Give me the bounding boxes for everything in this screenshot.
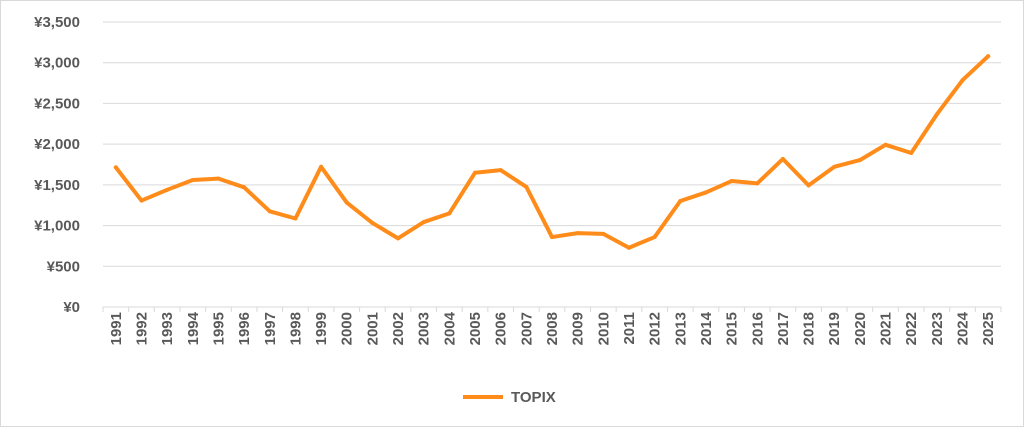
x-tick-label: 2011 xyxy=(621,312,638,345)
x-tick-label: 2005 xyxy=(467,312,484,345)
x-tick-label: 2020 xyxy=(852,312,869,345)
data-point xyxy=(216,176,221,181)
data-point xyxy=(780,156,785,161)
data-point xyxy=(755,181,760,186)
data-point xyxy=(396,236,401,241)
data-point xyxy=(601,231,606,236)
x-tick-label: 1991 xyxy=(108,312,125,345)
data-point xyxy=(986,54,991,59)
x-tick-label: 1996 xyxy=(236,312,253,345)
data-point xyxy=(729,179,734,184)
data-point xyxy=(344,200,349,205)
y-tick-label: ¥2,500 xyxy=(34,95,80,112)
data-point xyxy=(934,112,939,117)
legend: TOPIX xyxy=(463,389,556,406)
x-tick-label: 1995 xyxy=(210,312,227,345)
data-point xyxy=(498,168,503,173)
x-tick-label: 2021 xyxy=(878,312,895,345)
x-tick-label: 2007 xyxy=(518,312,535,345)
data-point xyxy=(857,158,862,163)
data-point xyxy=(806,183,811,188)
x-axis-tick-labels: 1991 1992 1993 1994 1995 1996 1997 1998 1999 2000… xyxy=(108,311,997,345)
data-point xyxy=(703,190,708,195)
y-tick-label: ¥0 xyxy=(63,299,80,316)
y-tick-label: ¥3,000 xyxy=(34,55,80,72)
y-axis-tick-labels: ¥0 ¥500 ¥1,000 ¥1,500 ¥2,000 ¥2,500 ¥3,000 ¥3,5… xyxy=(34,14,80,316)
legend-label-topix: TOPIX xyxy=(511,389,556,406)
x-tick-label: 2012 xyxy=(647,312,664,345)
x-tick-label: 1994 xyxy=(185,311,202,345)
series-line-topix xyxy=(113,54,991,250)
data-point xyxy=(652,235,657,240)
data-point xyxy=(678,198,683,203)
data-point xyxy=(165,187,170,192)
x-tick-label: 2006 xyxy=(493,312,510,345)
x-tick-label: 2001 xyxy=(364,312,381,345)
x-tick-label: 2018 xyxy=(801,312,818,345)
x-tick-label: 2009 xyxy=(570,312,587,345)
x-tick-label: 1997 xyxy=(262,312,279,345)
x-tick-label: 2019 xyxy=(826,312,843,345)
plot-series xyxy=(113,54,991,250)
x-tick-label: 2023 xyxy=(929,312,946,345)
data-point xyxy=(575,231,580,236)
y-tick-label: ¥2,000 xyxy=(34,136,80,153)
data-point xyxy=(190,177,195,182)
y-tick-label: ¥3,500 xyxy=(34,14,80,31)
data-point xyxy=(550,235,554,240)
x-tick-label: 1998 xyxy=(287,312,304,345)
x-tick-label: 2022 xyxy=(903,312,920,345)
x-tick-label: 2008 xyxy=(544,312,561,345)
y-tick-label: ¥1,500 xyxy=(34,177,80,194)
data-point xyxy=(883,142,888,147)
data-point xyxy=(293,216,298,221)
x-tick-label: 2003 xyxy=(416,312,433,345)
data-point xyxy=(319,164,324,169)
data-point xyxy=(113,165,118,170)
x-tick-label: 1992 xyxy=(133,312,150,345)
x-tick-label: 2014 xyxy=(698,311,715,345)
x-tick-label: 2002 xyxy=(390,312,407,345)
x-tick-label: 2004 xyxy=(441,311,458,345)
data-point xyxy=(626,245,631,250)
x-tick-label: 1993 xyxy=(159,312,176,345)
data-point xyxy=(473,170,478,175)
x-tick-label: 2024 xyxy=(955,311,972,345)
data-point xyxy=(242,185,247,190)
y-tick-label: ¥500 xyxy=(47,258,80,275)
x-tick-label: 2015 xyxy=(724,312,741,345)
data-point xyxy=(370,220,375,225)
y-tick-label: ¥1,000 xyxy=(34,218,80,235)
x-tick-label: 2010 xyxy=(595,312,612,345)
data-point xyxy=(909,151,914,156)
x-tick-label: 2025 xyxy=(980,312,997,345)
x-tick-label: 2000 xyxy=(339,312,356,345)
data-point xyxy=(524,184,529,189)
data-point xyxy=(447,211,452,216)
x-tick-label: 2016 xyxy=(749,312,766,345)
data-point xyxy=(139,198,144,203)
x-tick-label: 2017 xyxy=(775,312,792,345)
x-tick-label: 1999 xyxy=(313,312,330,345)
data-point xyxy=(832,164,837,169)
data-point xyxy=(267,209,272,214)
x-tick-label: 2013 xyxy=(672,312,689,345)
gridlines xyxy=(102,21,1002,312)
data-point xyxy=(421,220,426,225)
data-point xyxy=(960,78,965,83)
